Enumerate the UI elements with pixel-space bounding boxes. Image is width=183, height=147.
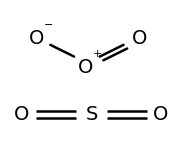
Text: −: − bbox=[44, 20, 53, 30]
Text: S: S bbox=[85, 105, 98, 124]
Text: O: O bbox=[153, 105, 169, 124]
Text: O: O bbox=[14, 105, 30, 124]
Text: O: O bbox=[78, 58, 94, 77]
Text: O: O bbox=[29, 29, 44, 48]
Text: O: O bbox=[131, 29, 147, 48]
Text: +: + bbox=[93, 49, 103, 59]
